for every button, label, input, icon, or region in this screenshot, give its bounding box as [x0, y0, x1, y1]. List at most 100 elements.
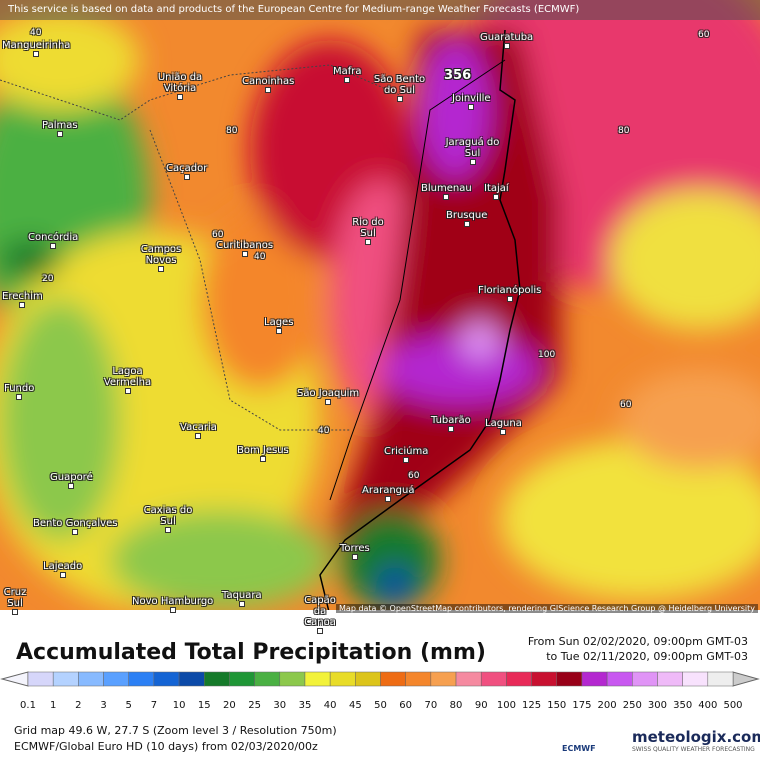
legend-swatch [27, 671, 54, 687]
legend-label: 125 [522, 700, 541, 711]
period-to: to Tue 02/11/2020, 09:00pm GMT-03 [546, 650, 748, 663]
contour-label: 40 [318, 426, 330, 436]
legend-label: 2 [75, 700, 81, 711]
legend-swatch [405, 671, 432, 687]
contour-label: 20 [42, 274, 54, 284]
city: Lagoa Vermelha [100, 366, 155, 394]
legend-swatch [531, 671, 557, 687]
model-info: ECMWF/Global Euro HD (10 days) from 02/0… [14, 740, 318, 753]
legend-swatch [254, 671, 281, 687]
city: Araranguá [362, 485, 415, 502]
legend-swatch [178, 671, 205, 687]
city: Fundo [4, 383, 35, 400]
legend-swatch [707, 671, 734, 687]
city: Cruz Sul [0, 587, 30, 615]
legend-swatch [355, 671, 381, 687]
legend-label: 7 [151, 700, 157, 711]
legend-label: 1 [50, 700, 56, 711]
legend-swatch [581, 671, 608, 687]
legend-swatch [103, 671, 129, 687]
legend-swatch [279, 671, 306, 687]
brand-tagline: SWISS QUALITY WEATHER FORECASTING [632, 746, 755, 753]
contour-label: 80 [226, 126, 238, 136]
legend-label: 300 [648, 700, 667, 711]
city: Palmas [42, 120, 78, 137]
city: União da Vitória [150, 72, 210, 100]
legend-swatch [204, 671, 230, 687]
legend-label: 175 [572, 700, 591, 711]
city: Joinville [452, 93, 491, 110]
legend-label: 50 [374, 700, 387, 711]
legend-swatch [480, 671, 507, 687]
city: Capão da Canoa [300, 595, 340, 634]
city: Florianópolis [478, 285, 542, 302]
legend-swatch [657, 671, 683, 687]
legend-label: 3 [100, 700, 106, 711]
city: Erechim [2, 291, 43, 308]
legend-arrow [0, 671, 29, 687]
legend-label: 0.1 [20, 700, 36, 711]
legend-label: 70 [424, 700, 437, 711]
city: Torres [340, 543, 370, 560]
contour-label: 60 [408, 471, 420, 481]
legend-swatch [632, 671, 658, 687]
legend-swatch [229, 671, 255, 687]
legend-swatch [153, 671, 180, 687]
legend-label: 40 [324, 700, 337, 711]
contour-label: 40 [254, 252, 266, 262]
legend-swatch [304, 671, 331, 687]
contour-label: 40 [30, 28, 42, 38]
city: Guaporé [50, 472, 93, 489]
legend-swatch [606, 671, 633, 687]
legend-swatch [52, 671, 79, 687]
legend-label: 15 [198, 700, 211, 711]
city: Novo Hamburgo [132, 596, 214, 613]
legend-label: 30 [273, 700, 286, 711]
attribution: Map data © OpenStreetMap contributors, r… [336, 604, 758, 613]
title: Accumulated Total Precipitation (mm) [16, 640, 486, 665]
city: Campos Novos [136, 244, 186, 272]
legend-swatch [380, 671, 406, 687]
city: Brusque [446, 210, 488, 227]
map [0, 0, 760, 616]
city: Guaratuba [480, 32, 534, 49]
legend-label: 25 [248, 700, 261, 711]
city: Rio do Sul [348, 217, 388, 245]
legend-swatch [682, 671, 709, 687]
legend-label: 150 [547, 700, 566, 711]
city: Criciúma [384, 446, 429, 463]
brand-logo: meteologix.com [632, 728, 760, 746]
legend-label: 250 [623, 700, 642, 711]
city: Lages [264, 317, 294, 334]
grid-info: Grid map 49.6 W, 27.7 S (Zoom level 3 / … [14, 724, 337, 737]
city: São Bento do Sul [373, 74, 426, 102]
contour-label: 100 [538, 350, 556, 360]
legend-swatch [128, 671, 155, 687]
legend-swatch [556, 671, 583, 687]
city: Caçador [166, 163, 208, 180]
period-from: From Sun 02/02/2020, 09:00pm GMT-03 [527, 635, 748, 648]
legend-label: 10 [173, 700, 186, 711]
legend-swatch [78, 671, 104, 687]
legend-swatch [506, 671, 532, 687]
legend-label: 200 [598, 700, 617, 711]
legend-arrow [732, 671, 760, 687]
contour-label: 60 [620, 400, 632, 410]
city: Bento Gonçalves [33, 518, 118, 535]
city: Canoinhas [242, 76, 295, 93]
legend-label: 90 [475, 700, 488, 711]
city: Itajaí [484, 183, 509, 200]
legend-swatch [430, 671, 457, 687]
city: Mangueirinha [2, 40, 71, 57]
city: Jaraguá do Sul [440, 137, 505, 165]
header: This service is based on data and produc… [0, 0, 760, 20]
city: Bom Jesus [237, 445, 289, 462]
legend-swatch [329, 671, 356, 687]
city: Tubarão [431, 415, 471, 432]
city: Laguna [485, 418, 522, 435]
legend-label: 20 [223, 700, 236, 711]
city: Curitibanos [216, 240, 274, 257]
legend-label: 5 [126, 700, 132, 711]
legend: 0.1 1 2 3 5 7 10 15 20 25 30 35 40 45 50 60 70 80 90 100 125… [0, 671, 760, 711]
